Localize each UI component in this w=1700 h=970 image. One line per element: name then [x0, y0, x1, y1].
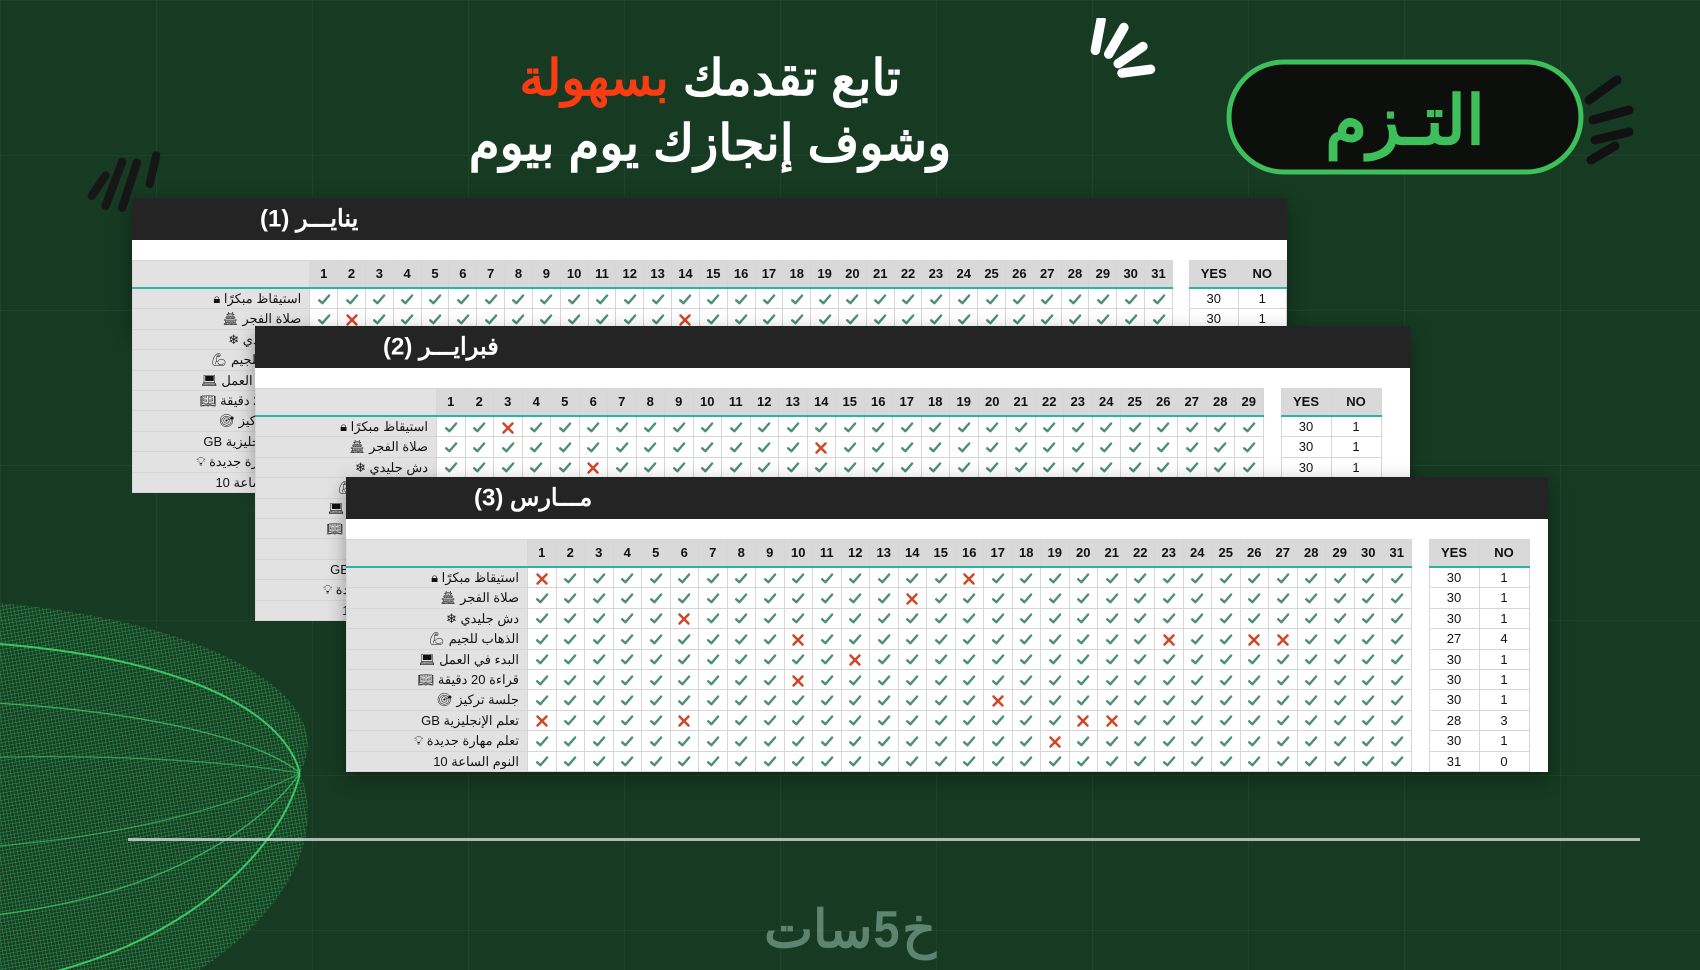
svg-text:التـزم: التـزم	[1325, 83, 1485, 162]
